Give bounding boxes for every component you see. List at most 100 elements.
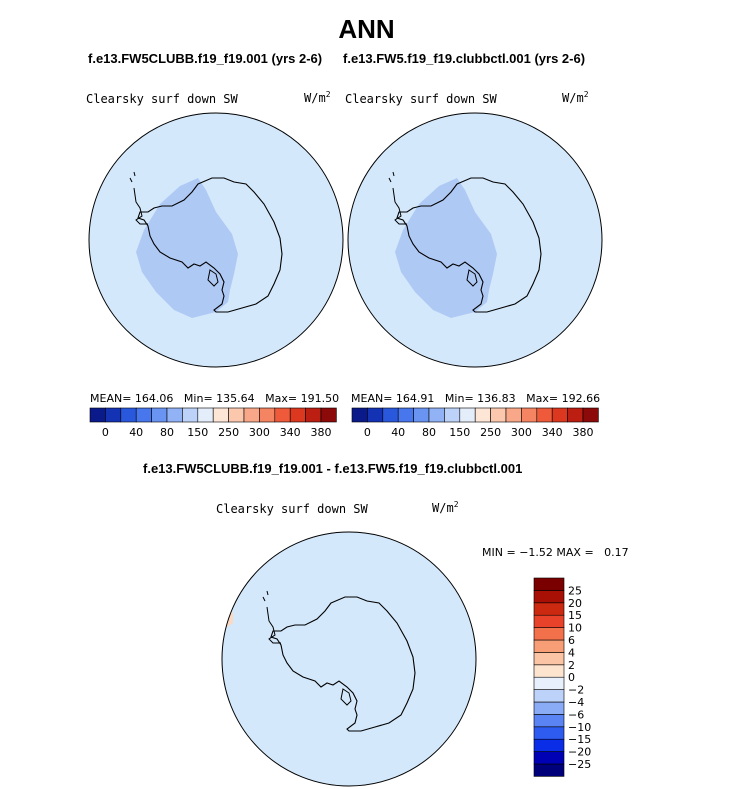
colorbar-swatch (567, 407, 584, 423)
left-panel-subtitle: f.e13.FW5CLUBB.f19_f19.001 (yrs 2-6) (88, 51, 323, 66)
colorbar-tick-label: 300 (511, 426, 532, 439)
colorbar-swatch (521, 407, 538, 423)
ice-shelf-outline (207, 269, 219, 287)
colorbar-swatch (533, 602, 565, 616)
map-boundary (347, 112, 603, 368)
difference-panel-unit-label: W/m2 (432, 500, 459, 515)
colorbar-swatch (536, 407, 553, 423)
left-panel-map (88, 112, 344, 368)
colorbar-swatch (490, 407, 507, 423)
left-panel-stats: MEAN= 164.06 Min= 135.64 Max= 191.50 (90, 392, 340, 405)
colorbar-tick-label: −10 (568, 721, 591, 734)
colorbar-tick-label: −6 (568, 708, 584, 721)
map-interior-field (136, 178, 238, 318)
colorbar-tick-label: 80 (422, 426, 436, 439)
colorbar-tick-label: 20 (568, 597, 582, 610)
right-panel-subtitle: f.e13.FW5.f19_f19.clubbctl.001 (yrs 2-6) (343, 51, 586, 66)
colorbar-swatch (505, 407, 522, 423)
right-panel-variable-label: Clearsky surf down SW (345, 92, 497, 106)
antarctica-outline (270, 596, 416, 732)
island-outline (388, 171, 395, 183)
colorbar-swatch (259, 407, 276, 423)
map-interior-field (395, 178, 497, 318)
colorbar-swatch (413, 407, 430, 423)
colorbar-tick-label: 0 (364, 426, 371, 439)
peninsula-outline (392, 187, 407, 225)
colorbar-tick-label: 40 (391, 426, 405, 439)
colorbar-swatch (533, 751, 565, 765)
colorbar-swatch (551, 407, 568, 423)
colorbar-tick-label: 40 (129, 426, 143, 439)
colorbar-swatch (533, 652, 565, 666)
left-panel-unit-label: W/m2 (304, 90, 331, 105)
colorbar-tick-label: 4 (568, 646, 575, 659)
colorbar-tick-label: 250 (480, 426, 501, 439)
colorbar-swatch (459, 407, 476, 423)
colorbar-tick-label: −25 (568, 758, 591, 771)
colorbar-tick-label: 300 (249, 426, 270, 439)
colorbar-swatch (397, 407, 414, 423)
colorbar-tick-label: 15 (568, 609, 582, 622)
colorbar-tick-label: −4 (568, 696, 584, 709)
colorbar-swatch (474, 407, 491, 423)
colorbar-tick-label: 25 (568, 584, 582, 597)
colorbar-swatch (533, 639, 565, 653)
colorbar-swatch (533, 701, 565, 715)
ice-shelf-outline (466, 269, 478, 287)
colorbar-tick-label: 2 (568, 659, 575, 672)
colorbar-tick-label: 340 (280, 426, 301, 439)
colorbar-swatch (382, 407, 399, 423)
colorbar-swatch (120, 407, 137, 423)
colorbar-swatch (166, 407, 183, 423)
colorbar-swatch (533, 627, 565, 641)
colorbar-tick-label: −20 (568, 746, 591, 759)
ice-shelf-outline (340, 688, 352, 706)
colorbar-swatch (320, 407, 337, 423)
colorbar-tick-label: −15 (568, 733, 591, 746)
colorbar-swatch (444, 407, 461, 423)
right-panel-map (347, 112, 603, 368)
colorbar-tick-label: 150 (449, 426, 470, 439)
peninsula-outline (133, 187, 148, 225)
colorbar-swatch (182, 407, 199, 423)
colorbar-swatch (428, 407, 445, 423)
colorbar-swatch (533, 763, 565, 777)
colorbar-tick-label: −2 (568, 684, 584, 697)
antarctica-outline (396, 177, 542, 313)
colorbar-swatch (533, 614, 565, 628)
colorbar-swatch (533, 689, 565, 703)
right-panel-unit-label: W/m2 (562, 90, 589, 105)
colorbar-swatch (289, 407, 306, 423)
left-panel-variable-label: Clearsky surf down SW (86, 92, 238, 106)
colorbar-swatch (197, 407, 214, 423)
difference-panel-map (221, 531, 477, 787)
island-outline (129, 171, 136, 183)
island-outline (262, 590, 269, 602)
right-panel-colorbar: 0 40 80 150 250 300 340 380 (351, 407, 599, 439)
map-boundary (221, 531, 477, 787)
colorbar-tick-label: 6 (568, 634, 575, 647)
colorbar-swatch (533, 676, 565, 690)
page-title: ANN (338, 14, 395, 44)
colorbar-swatch (105, 407, 122, 423)
colorbar-tick-label: 380 (573, 426, 594, 439)
colorbar-swatch (582, 407, 599, 423)
colorbar-swatch (367, 407, 384, 423)
map-ocean-field (222, 532, 476, 786)
colorbar-tick-label: 0 (102, 426, 109, 439)
colorbar-swatch (533, 714, 565, 728)
difference-panel-variable-label: Clearsky surf down SW (216, 502, 368, 516)
colorbar-swatch (228, 407, 245, 423)
difference-panel-subtitle: f.e13.FW5CLUBB.f19_f19.001 - f.e13.FW5.f… (143, 461, 523, 476)
colorbar-tick-label: 340 (542, 426, 563, 439)
colorbar-tick-label: 0 (568, 671, 575, 684)
colorbar-swatch (243, 407, 260, 423)
colorbar-swatch (274, 407, 291, 423)
difference-panel-stats: MIN = −1.52 MAX = 0.17 (482, 546, 629, 559)
colorbar-tick-label: 80 (160, 426, 174, 439)
colorbar-tick-label: 250 (218, 426, 239, 439)
map-boundary (88, 112, 344, 368)
colorbar-swatch (305, 407, 322, 423)
colorbar-swatch (533, 590, 565, 604)
